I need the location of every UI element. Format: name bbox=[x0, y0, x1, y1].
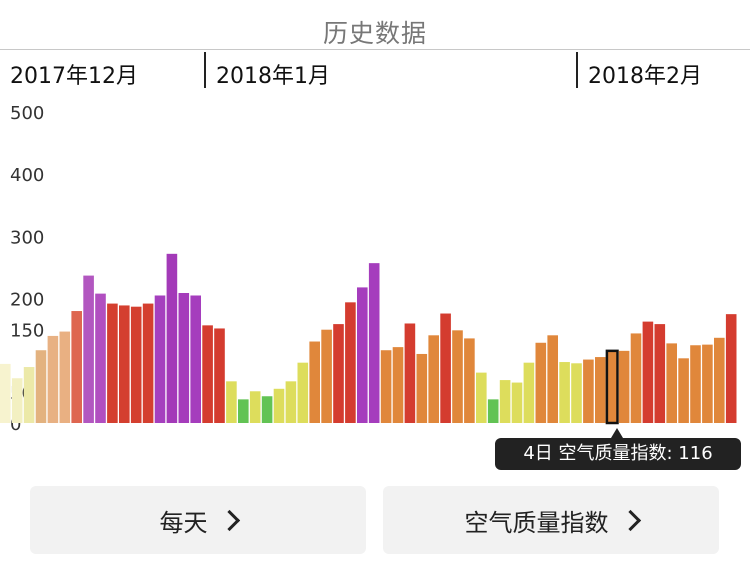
chart-bar[interactable] bbox=[487, 399, 499, 423]
chart-bar[interactable] bbox=[95, 293, 106, 423]
y-tick-label: 300 bbox=[10, 227, 44, 248]
chart-bar[interactable] bbox=[380, 350, 392, 423]
chart-bar[interactable] bbox=[202, 325, 213, 423]
chart-bar[interactable] bbox=[333, 324, 344, 423]
chart-bar[interactable] bbox=[630, 333, 642, 423]
chart-bar[interactable] bbox=[368, 263, 380, 423]
chart-bar[interactable] bbox=[59, 331, 71, 423]
chart-bar-selected[interactable] bbox=[605, 349, 619, 425]
chart-bar[interactable] bbox=[23, 367, 35, 423]
chart-bar[interactable] bbox=[11, 378, 23, 423]
chart-bar[interactable] bbox=[666, 343, 677, 423]
chart-bar[interactable] bbox=[226, 381, 237, 423]
metric-button[interactable]: 空气质量指数 bbox=[383, 486, 719, 554]
chart-bar[interactable] bbox=[154, 295, 166, 423]
chart-bar[interactable] bbox=[535, 342, 547, 423]
chart-bar[interactable] bbox=[392, 347, 404, 423]
metric-button-label: 空气质量指数 bbox=[464, 508, 609, 537]
y-tick-label: 200 bbox=[10, 290, 44, 311]
chart-bar[interactable] bbox=[35, 350, 47, 423]
chart-bar[interactable] bbox=[511, 382, 523, 423]
header-divider bbox=[0, 49, 750, 50]
chart-bar[interactable] bbox=[440, 313, 451, 423]
y-tick-label: 0 bbox=[10, 414, 21, 435]
chart-bar[interactable] bbox=[261, 396, 273, 423]
y-tick-label: 400 bbox=[10, 165, 44, 186]
aqi-bar-chart[interactable]: 050150200300400500 bbox=[0, 95, 750, 435]
chart-bar[interactable] bbox=[71, 311, 82, 423]
period-button-label: 每天 bbox=[159, 508, 208, 537]
chart-bar[interactable] bbox=[190, 295, 201, 423]
chart-bar[interactable] bbox=[642, 321, 654, 423]
month-tick-jan bbox=[204, 52, 206, 88]
period-button[interactable]: 每天 bbox=[30, 486, 366, 554]
chart-bar[interactable] bbox=[273, 388, 285, 423]
selected-bar-tooltip: 4日 空气质量指数: 116 bbox=[495, 438, 741, 470]
month-label-dec: 2017年12月 bbox=[10, 64, 138, 89]
chart-bar[interactable] bbox=[571, 363, 582, 423]
chart-bar[interactable] bbox=[725, 314, 737, 423]
chart-bar[interactable] bbox=[119, 305, 130, 423]
chart-bar[interactable] bbox=[166, 253, 178, 423]
chart-bar[interactable] bbox=[321, 329, 332, 423]
y-tick-label: 500 bbox=[10, 103, 44, 124]
chart-bar[interactable] bbox=[249, 391, 261, 423]
chevron-right-icon bbox=[619, 509, 641, 531]
page-title: 历史数据 bbox=[322, 19, 427, 48]
chart-bar[interactable] bbox=[464, 338, 475, 423]
chart-bar[interactable] bbox=[690, 345, 701, 423]
month-label-jan: 2018年1月 bbox=[216, 64, 330, 89]
chart-bar[interactable] bbox=[416, 353, 428, 423]
chart-bar[interactable] bbox=[47, 335, 59, 423]
chart-bar[interactable] bbox=[559, 362, 570, 423]
chart-bar[interactable] bbox=[547, 335, 558, 423]
chart-bar[interactable] bbox=[309, 341, 320, 423]
chart-bar[interactable] bbox=[595, 357, 606, 423]
chart-bar[interactable] bbox=[702, 344, 713, 423]
chart-bar[interactable] bbox=[107, 303, 118, 423]
chart-bar[interactable] bbox=[499, 380, 511, 423]
tooltip-arrow bbox=[611, 428, 623, 438]
month-tick-feb bbox=[576, 52, 578, 88]
chart-bar[interactable] bbox=[238, 399, 249, 423]
chart-bar[interactable] bbox=[0, 363, 11, 423]
chart-bar[interactable] bbox=[285, 381, 297, 423]
chart-bar[interactable] bbox=[428, 335, 439, 423]
month-label-feb: 2018年2月 bbox=[588, 64, 702, 89]
chart-bar[interactable] bbox=[142, 303, 154, 423]
chart-bar[interactable] bbox=[714, 337, 725, 423]
chart-bar[interactable] bbox=[476, 372, 487, 423]
chart-bar[interactable] bbox=[654, 324, 666, 423]
chart-bar[interactable] bbox=[83, 275, 94, 423]
chart-bar[interactable] bbox=[618, 350, 630, 423]
chart-bar[interactable] bbox=[523, 362, 535, 423]
chart-bar[interactable] bbox=[357, 287, 368, 423]
chart-bar[interactable] bbox=[452, 330, 463, 423]
y-tick-label: 150 bbox=[10, 321, 44, 342]
chart-bar[interactable] bbox=[130, 306, 142, 423]
chart-bar[interactable] bbox=[404, 323, 416, 423]
chevron-right-icon bbox=[218, 509, 240, 531]
chart-bar[interactable] bbox=[678, 358, 689, 423]
chart-bar[interactable] bbox=[345, 302, 356, 423]
chart-bar[interactable] bbox=[178, 293, 190, 423]
chart-bar[interactable] bbox=[297, 362, 309, 423]
chart-bar[interactable] bbox=[214, 328, 225, 423]
chart-bar[interactable] bbox=[583, 359, 594, 423]
